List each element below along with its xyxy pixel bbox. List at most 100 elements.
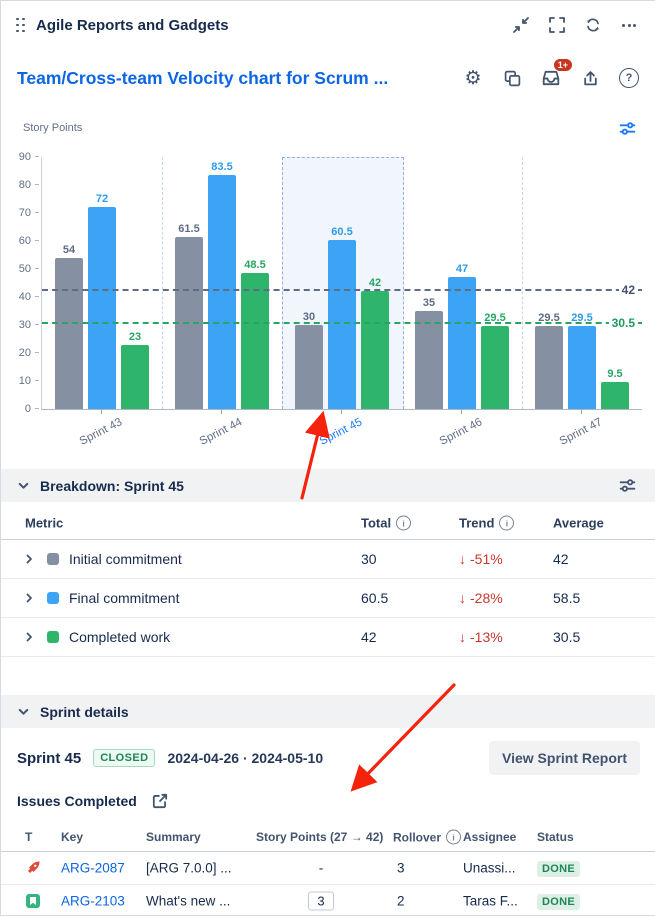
copy-icon[interactable] xyxy=(499,65,525,91)
chart-filter-icon[interactable] xyxy=(614,115,640,141)
issue-type-story-icon xyxy=(25,893,41,909)
chevron-right-icon[interactable] xyxy=(23,631,35,643)
y-axis-tick xyxy=(35,268,39,269)
bar-value-label: 9.5 xyxy=(607,368,623,381)
bar-column: 60.5 xyxy=(328,226,356,409)
y-axis-tick xyxy=(35,408,39,409)
info-icon[interactable]: i xyxy=(499,515,515,531)
series-color-swatch xyxy=(47,553,59,565)
issue-key-link[interactable]: ARG-2087 xyxy=(61,860,125,876)
series-color-swatch xyxy=(47,631,59,643)
help-icon[interactable]: ? xyxy=(616,65,642,91)
bar-group: 35 47 29.5 xyxy=(402,157,522,409)
column-metric-label: Metric xyxy=(25,515,64,531)
bar-column: 83.5 xyxy=(208,161,236,409)
column-key: Key xyxy=(61,830,84,844)
column-rollover-label: Rollover xyxy=(393,830,442,844)
export-icon[interactable] xyxy=(577,65,603,91)
y-axis-label: 10 xyxy=(18,375,31,387)
inbox-icon[interactable]: 1+ xyxy=(538,58,573,91)
issue-rollover: 3 xyxy=(397,860,405,876)
column-trend-label: Trend xyxy=(459,515,495,531)
bar-final-commitment[interactable] xyxy=(328,239,356,409)
issues-rows: ARG-2087 [ARG 7.0.0] ... -3 Unassi... DONE AR… xyxy=(1,852,655,915)
story-points-badge: 3 xyxy=(308,891,334,911)
x-axis: Sprint 43 Sprint 44 Sprint 45 Sprint 46 Spri… xyxy=(41,409,641,463)
bar-completed-work[interactable] xyxy=(481,326,509,409)
column-total-label: Total xyxy=(361,515,392,531)
trend-value: -13% xyxy=(470,629,503,645)
trend-value: -28% xyxy=(470,590,503,606)
column-rollover: Rollover i xyxy=(393,829,462,845)
external-link-icon[interactable] xyxy=(147,788,173,814)
issue-type-release-icon xyxy=(25,860,41,876)
issues-table: T Key Summary Story Points (27 → 42) Rol… xyxy=(1,823,655,915)
gadget-title-row: Team/Cross-team Velocity chart for Scrum… xyxy=(17,58,642,97)
breakdown-filter-icon[interactable] xyxy=(614,473,640,499)
y-axis-tick xyxy=(35,324,39,325)
info-icon[interactable]: i xyxy=(396,515,412,531)
issue-row[interactable]: ARG-2087 [ARG 7.0.0] ... - 3 Unassi... DONE xyxy=(1,852,655,885)
bar-completed-work[interactable] xyxy=(601,382,629,409)
y-axis-label: 60 xyxy=(18,235,31,247)
chevron-right-icon[interactable] xyxy=(23,592,35,604)
column-total: Total i xyxy=(361,515,412,531)
bar-group: 54 72 23 xyxy=(42,157,162,409)
bar-column: 29.5 xyxy=(481,312,509,409)
plot-area: 54 72 23 61.5 83.5 48.5 30 60.5 42 35 47 29.5 29.5 29… xyxy=(41,157,642,410)
y-axis-label: 90 xyxy=(18,151,31,163)
breakdown-row[interactable]: Initial commitment 30 ↓ -51% 42 xyxy=(1,540,655,579)
x-axis-tick xyxy=(341,409,342,414)
x-axis-tick xyxy=(581,409,582,414)
bar-initial-commitment[interactable] xyxy=(535,326,563,409)
bar-column: 9.5 xyxy=(601,368,629,409)
y-axis-tick xyxy=(35,352,39,353)
bar-final-commitment[interactable] xyxy=(568,326,596,409)
bar-final-commitment[interactable] xyxy=(88,207,116,409)
breakdown-row[interactable]: Final commitment 60.5 ↓ -28% 58.5 xyxy=(1,579,655,618)
fullscreen-icon[interactable] xyxy=(544,12,570,38)
bar-initial-commitment[interactable] xyxy=(295,325,323,409)
bar-value-label: 83.5 xyxy=(211,161,233,174)
drag-handle-icon[interactable] xyxy=(15,17,26,34)
y-axis-tick xyxy=(35,240,39,241)
bar-value-label: 30 xyxy=(302,311,316,323)
breakdown-section-header[interactable]: Breakdown: Sprint 45 xyxy=(1,469,655,502)
issue-key-link[interactable]: ARG-2103 xyxy=(61,893,125,909)
column-story-points: Story Points (27 → 42) xyxy=(256,830,384,844)
gadget-title-link[interactable]: Team/Cross-team Velocity chart for Scrum… xyxy=(17,67,389,88)
bar-completed-work[interactable] xyxy=(241,273,269,409)
sprint-name: Sprint 45 xyxy=(17,749,82,767)
collapse-icon[interactable] xyxy=(508,12,534,38)
view-sprint-report-button[interactable]: View Sprint Report xyxy=(489,741,640,775)
trend-down-icon: ↓ xyxy=(459,551,466,567)
bar-initial-commitment[interactable] xyxy=(415,311,443,409)
bar-completed-work[interactable] xyxy=(121,344,149,409)
sprint-details-section-header[interactable]: Sprint details xyxy=(1,695,655,728)
issue-story-points: - xyxy=(318,860,324,876)
bar-final-commitment[interactable] xyxy=(448,277,476,409)
metric-average: 30.5 xyxy=(553,629,581,645)
y-axis-tick xyxy=(35,184,39,185)
info-icon[interactable]: i xyxy=(446,829,462,845)
y-axis-tick xyxy=(35,380,39,381)
bar-final-commitment[interactable] xyxy=(208,175,236,409)
issue-row[interactable]: ARG-2103 What's new ... 3 2 Taras F... DONE xyxy=(1,885,655,915)
more-options-icon[interactable] xyxy=(616,12,642,38)
gear-icon[interactable]: ⚙ xyxy=(460,65,486,91)
metric-trend: ↓ -28% xyxy=(459,590,503,606)
bar-completed-work[interactable] xyxy=(361,291,389,409)
chevron-right-icon[interactable] xyxy=(23,553,35,565)
chart-header-row: Story Points xyxy=(23,115,640,141)
metric-total: 30 xyxy=(361,551,377,567)
sprint-boundary-line xyxy=(162,157,163,409)
refresh-icon[interactable] xyxy=(580,12,606,38)
breakdown-row[interactable]: Completed work 42 ↓ -13% 30.5 xyxy=(1,618,655,657)
bar-value-label: 29.5 xyxy=(538,312,560,325)
breakdown-table: Metric Total i Trend i Average Initial com… xyxy=(1,507,655,657)
column-average-label: Average xyxy=(553,515,604,531)
bar-column: 72 xyxy=(88,193,116,409)
sprint-date-range: 2024-04-26 · 2024-05-10 xyxy=(167,750,324,766)
bar-initial-commitment[interactable] xyxy=(55,257,83,409)
